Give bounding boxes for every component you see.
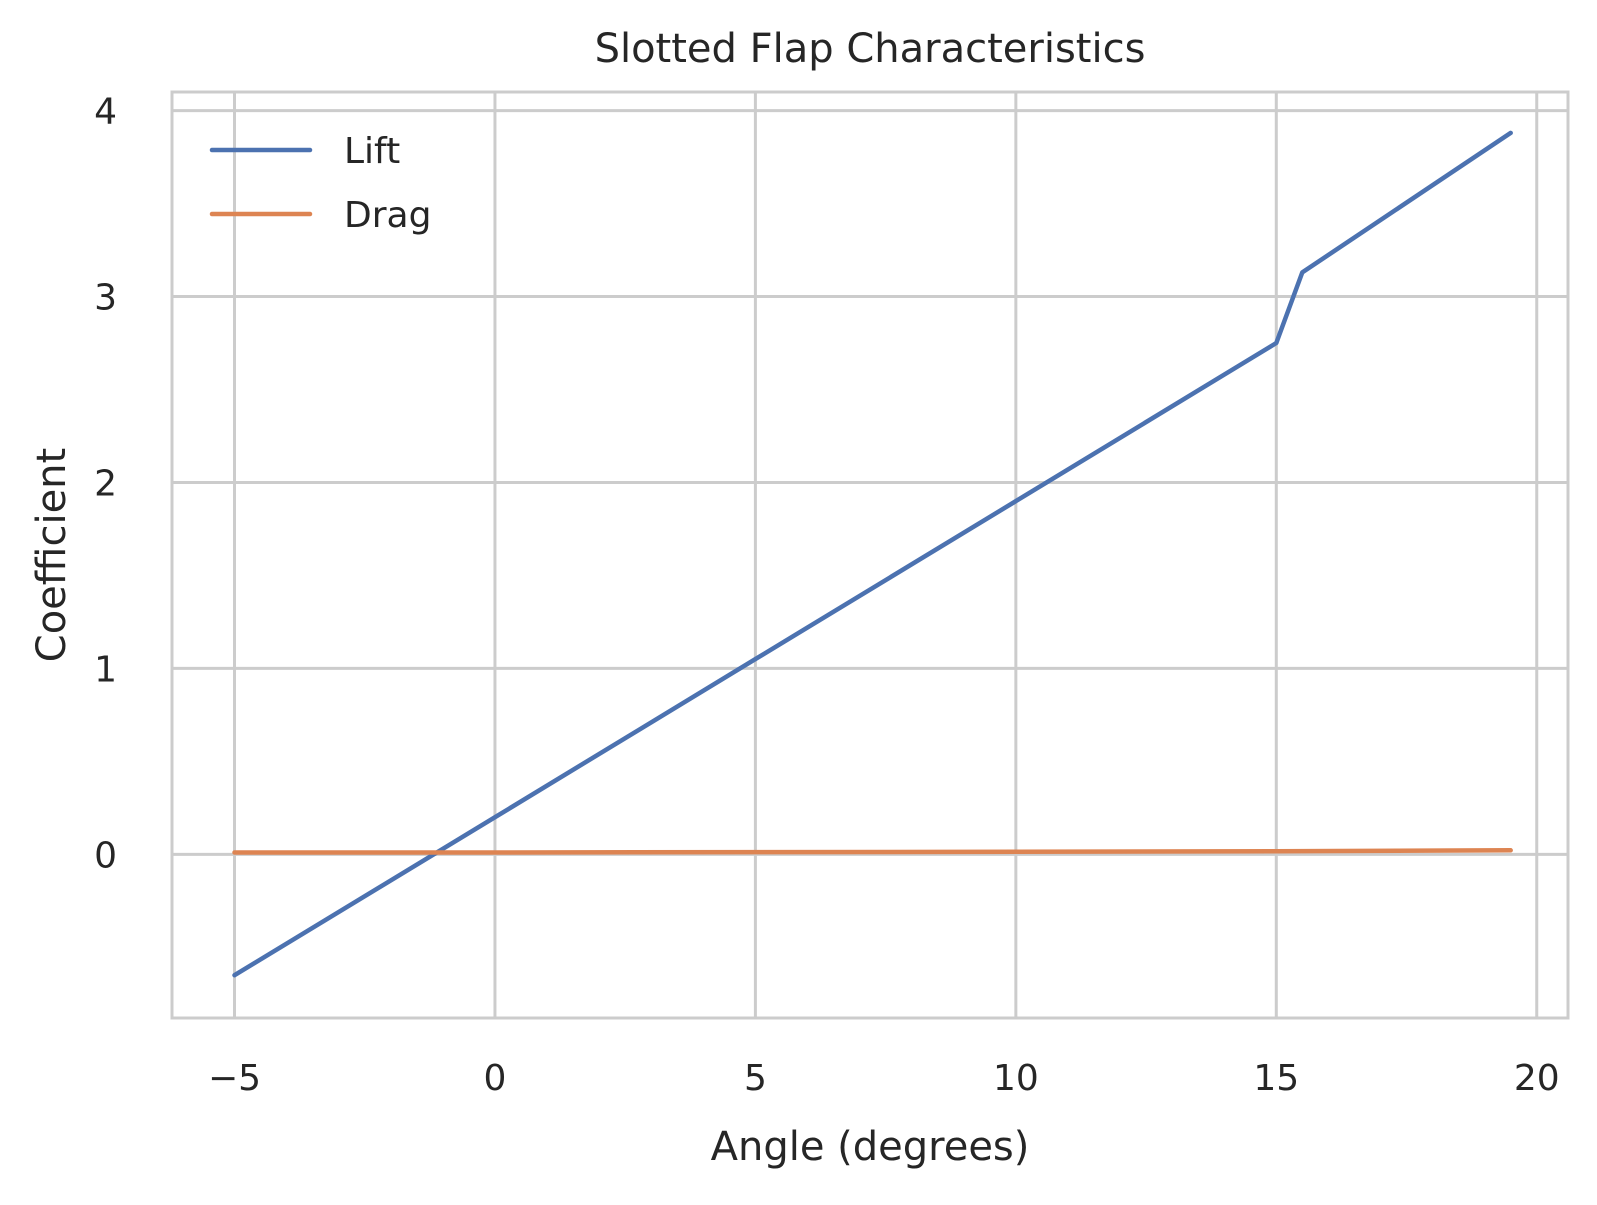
series-line-lift bbox=[232, 130, 1513, 978]
x-tick-label: 0 bbox=[484, 1058, 507, 1099]
y-tick-label: 3 bbox=[94, 278, 117, 319]
legend: Lift Drag bbox=[209, 131, 431, 236]
x-tick-label: 5 bbox=[744, 1058, 767, 1099]
chart-title: Slotted Flap Characteristics bbox=[595, 26, 1146, 72]
legend-label: Lift bbox=[344, 131, 400, 172]
series-lines bbox=[232, 130, 1513, 978]
x-tick-label: 15 bbox=[1253, 1058, 1299, 1099]
x-axis-label: Angle (degrees) bbox=[711, 1124, 1030, 1170]
y-tick-label: 0 bbox=[94, 835, 117, 876]
x-tick-label: 10 bbox=[993, 1058, 1039, 1099]
x-tick-label: 20 bbox=[1514, 1058, 1560, 1099]
x-tick-label: −5 bbox=[208, 1058, 261, 1099]
plot-frame bbox=[170, 90, 1570, 1020]
series-line-drag bbox=[232, 848, 1513, 855]
y-tick-label: 1 bbox=[94, 649, 117, 690]
tick-labels: −5 0 5 10 15 20 0 1 2 3 4 bbox=[94, 92, 1560, 1099]
y-tick-label: 4 bbox=[94, 92, 117, 133]
legend-label: Drag bbox=[344, 195, 431, 236]
y-tick-label: 2 bbox=[94, 463, 117, 504]
y-axis-label: Coefficient bbox=[29, 448, 75, 662]
